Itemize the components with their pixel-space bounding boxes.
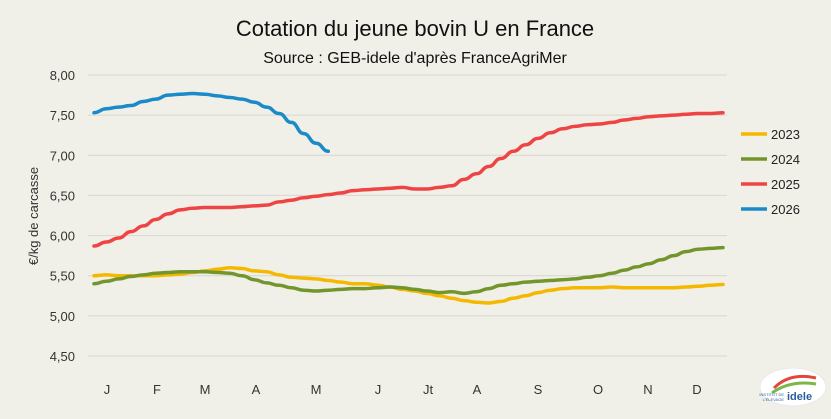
x-tick-label: A	[473, 382, 482, 397]
y-tick-label: 7,50	[50, 108, 75, 123]
series-line-2026	[92, 91, 331, 154]
legend-label-2025: 2025	[771, 177, 800, 192]
y-axis-label: €/kg de carcasse	[26, 167, 41, 265]
legend-label-2024: 2024	[771, 152, 800, 167]
y-tick-label: 6,00	[50, 229, 75, 244]
series-line-2025	[92, 110, 725, 248]
logo-text-line1: INSTITUT DE	[759, 392, 784, 397]
x-tick-label: O	[593, 382, 603, 397]
y-tick-label: 5,00	[50, 309, 75, 324]
y-tick-label: 8,00	[50, 68, 75, 83]
y-tick-label: 7,00	[50, 148, 75, 163]
x-tick-label: F	[153, 382, 161, 397]
x-tick-label: M	[200, 382, 211, 397]
grid	[88, 74, 727, 357]
chart-subtitle: Source : GEB-idele d'après FranceAgriMer	[263, 50, 567, 67]
legend-label-2023: 2023	[771, 127, 800, 142]
series-line-2024	[92, 245, 725, 296]
logo-text-line2: L'ÉLEVAGE	[763, 397, 785, 402]
idele-logo: INSTITUT DE L'ÉLEVAGE idele	[759, 367, 827, 407]
y-ticks: 8,00 7,50 7,00 6,50 6,00 5,50 5,00 4,50	[50, 68, 75, 364]
series-lines	[92, 91, 725, 305]
chart-title: Cotation du jeune bovin U en France	[236, 16, 594, 41]
x-tick-label: A	[252, 382, 261, 397]
legend-label-2026: 2026	[771, 202, 800, 217]
x-tick-label: D	[692, 382, 701, 397]
x-tick-label: S	[534, 382, 543, 397]
x-tick-label: M	[311, 382, 322, 397]
legend: 2023 2024 2025 2026	[741, 127, 800, 217]
x-ticks: J F M A M J Jt A S O N D	[104, 382, 702, 397]
y-tick-label: 6,50	[50, 188, 75, 203]
y-tick-label: 5,50	[50, 269, 75, 284]
x-tick-label: N	[643, 382, 652, 397]
x-tick-label: J	[104, 382, 111, 397]
y-tick-label: 4,50	[50, 349, 75, 364]
x-tick-label: J	[375, 382, 382, 397]
logo-brand: idele	[787, 391, 812, 403]
x-tick-label: Jt	[423, 382, 434, 397]
